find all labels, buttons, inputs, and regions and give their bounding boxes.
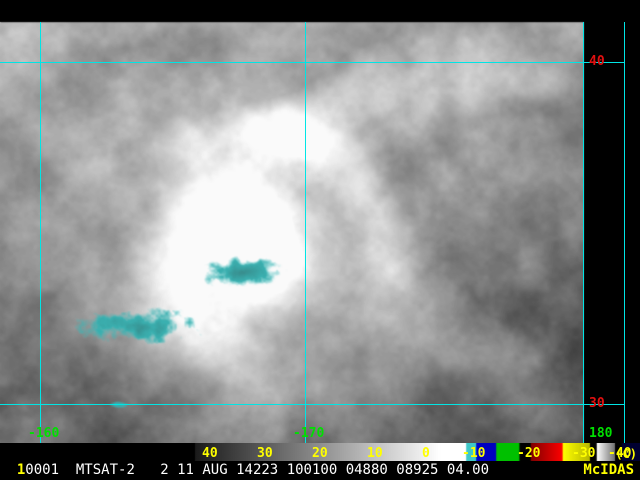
longitude-label-minus170: -170: [293, 426, 325, 441]
status-field-3: 11: [177, 462, 194, 478]
temperature-colorbar[interactable]: [185, 443, 640, 461]
colorbar-tick-2: 20: [312, 446, 328, 461]
colorbar-tick-1: 30: [257, 446, 273, 461]
longitude-label-minus160: -160: [28, 426, 60, 441]
status-field-8: 08925: [396, 462, 439, 478]
colorbar-tick-7: -30: [572, 446, 596, 461]
colorbar-tick-4: 0: [422, 446, 430, 461]
status-spacer: [278, 462, 286, 478]
status-field-5: 14223: [236, 462, 279, 478]
status-spacer: [228, 462, 236, 478]
satellite-image-panel[interactable]: [0, 0, 640, 443]
status-field-2: 2: [160, 462, 169, 478]
colorbar-unit-label: (C): [615, 447, 637, 461]
longitude-label-180: 180: [589, 426, 613, 441]
status-field-6: 100100: [286, 462, 338, 478]
status-bar: 10001 MTSAT-2 2 11 AUG 14223 100100 0488…: [0, 461, 640, 480]
status-frame-number: 1: [16, 462, 26, 478]
status-spacer: [59, 462, 76, 478]
colorbar-tick-0: 40: [202, 446, 218, 461]
status-lead-space: [0, 462, 17, 478]
mcidas-brand-label: McIDAS: [583, 462, 634, 478]
status-spacer: [169, 462, 177, 478]
colorbar-tick-8: -40: [608, 446, 632, 461]
latitude-label-30: 30: [589, 396, 605, 411]
satellite-image-canvas[interactable]: [0, 0, 640, 443]
status-field-0: 0001: [25, 462, 60, 478]
status-spacer: [337, 462, 345, 478]
latitude-label-40: 40: [589, 54, 605, 69]
colorbar-tick-3: 10: [367, 446, 383, 461]
status-spacer: [135, 462, 160, 478]
status-field-9: 04.00: [446, 462, 490, 478]
status-field-4: AUG: [202, 462, 228, 478]
colorbar-tick-6: -20: [517, 446, 541, 461]
colorbar-canvas[interactable]: [185, 443, 640, 461]
status-spacer: [489, 462, 497, 478]
status-field-1: MTSAT-2: [75, 462, 135, 478]
status-spacer: [438, 462, 446, 478]
status-field-7: 04880: [345, 462, 388, 478]
colorbar-tick-5: -10: [462, 446, 486, 461]
